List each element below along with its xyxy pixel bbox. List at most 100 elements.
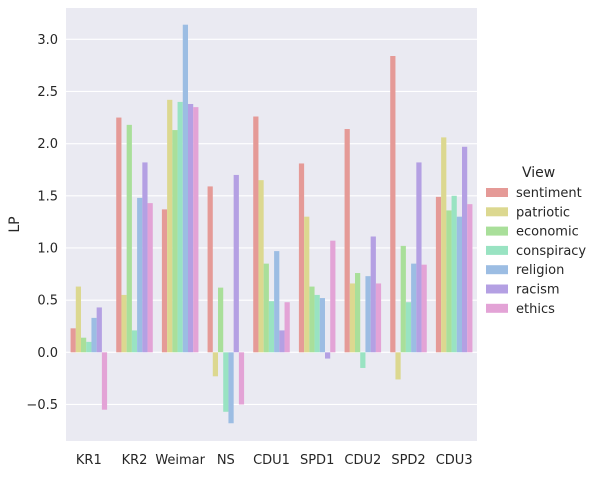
bar-racism-KR2 — [142, 162, 148, 353]
bar-conspiracy-CDU1 — [268, 301, 275, 353]
bar-patriotic-NS — [212, 352, 219, 377]
y-tick-label: 1.0 — [37, 241, 58, 256]
bar-patriotic-SPD1 — [304, 216, 310, 353]
x-tick-label: CDU2 — [344, 453, 381, 468]
legend-swatch — [486, 303, 508, 313]
legend: View sentiment patriotic economic conspiracy… — [486, 165, 586, 317]
plot-background — [66, 8, 477, 441]
legend-label: racism — [516, 283, 560, 298]
bar-religion-SPD1 — [319, 298, 325, 353]
bar-ethics-KR1 — [101, 352, 108, 410]
bar-sentiment-KR2 — [116, 117, 122, 353]
bar-patriotic-CDU3 — [441, 137, 447, 353]
bar-patriotic-CDU1 — [258, 180, 264, 353]
bar-economic-KR1 — [81, 337, 87, 353]
x-tick-label: SPD1 — [300, 453, 334, 468]
bar-conspiracy-CDU2 — [360, 352, 366, 368]
y-tick-label: −0.5 — [26, 398, 58, 413]
bar-economic-Weimar — [172, 130, 178, 353]
bar-religion-NS — [228, 352, 234, 424]
legend-swatch — [486, 226, 508, 236]
bar-sentiment-SPD1 — [298, 163, 305, 353]
bar-patriotic-Weimar — [167, 99, 173, 353]
bar-patriotic-CDU2 — [349, 283, 356, 353]
bar-racism-CDU2 — [370, 236, 376, 353]
bar-ethics-SPD2 — [421, 264, 427, 353]
bar-conspiracy-KR2 — [131, 330, 138, 353]
bar-economic-KR2 — [126, 124, 132, 353]
y-tick-label: 3.0 — [37, 33, 58, 48]
legend-swatch — [486, 207, 508, 217]
x-tick-label: Weimar — [155, 453, 205, 468]
bar-sentiment-KR1 — [70, 328, 76, 353]
bar-religion-CDU1 — [274, 251, 280, 353]
bar-economic-NS — [218, 287, 224, 353]
bar-ethics-CDU2 — [375, 283, 382, 353]
bar-religion-Weimar — [182, 24, 188, 353]
bar-religion-CDU3 — [456, 216, 462, 353]
x-tick-label: NS — [217, 453, 235, 468]
y-tick-label: 2.5 — [37, 85, 58, 100]
bar-patriotic-KR2 — [121, 294, 127, 353]
bar-conspiracy-Weimar — [177, 101, 183, 353]
bar-religion-KR1 — [91, 317, 97, 353]
x-tick-label: KR1 — [76, 453, 102, 468]
bar-sentiment-SPD2 — [390, 55, 396, 353]
axes: −0.5 0.0 0.5 1.0 1.5 2.0 2.5 3.0 KR1 KR2 Weimar NS C… — [7, 33, 473, 468]
legend-swatch — [486, 284, 508, 294]
legend-title: View — [522, 165, 555, 181]
bar-sentiment-Weimar — [161, 209, 168, 353]
bar-conspiracy-NS — [223, 352, 229, 412]
bar-sentiment-CDU1 — [253, 116, 259, 353]
legend-label: conspiracy — [516, 244, 586, 259]
legend-swatch — [486, 245, 508, 255]
bar-religion-CDU2 — [365, 276, 371, 353]
bar-economic-CDU3 — [446, 210, 452, 353]
bar-patriotic-SPD2 — [395, 352, 401, 380]
y-axis-label: LP — [7, 216, 23, 232]
legend-label: ethics — [516, 302, 555, 317]
bar-economic-CDU1 — [263, 263, 269, 353]
legend-swatch — [486, 265, 508, 275]
bar-ethics-NS — [238, 352, 245, 405]
bar-sentiment-NS — [207, 186, 213, 353]
legend-label: religion — [516, 263, 564, 278]
x-tick-label: CDU1 — [253, 453, 290, 468]
legend-label: economic — [516, 225, 579, 240]
legend-label: sentiment — [516, 186, 582, 201]
bar-economic-SPD1 — [309, 286, 315, 353]
bar-racism-CDU3 — [461, 146, 468, 353]
x-tick-label: KR2 — [122, 453, 148, 468]
bar-economic-SPD2 — [400, 245, 406, 353]
bar-racism-SPD2 — [416, 162, 422, 353]
bar-racism-NS — [233, 174, 239, 353]
plot-area — [66, 8, 477, 441]
bar-ethics-CDU1 — [284, 302, 290, 353]
x-tick-label: SPD2 — [391, 453, 425, 468]
y-tick-label: 0.0 — [37, 346, 58, 361]
bar-ethics-KR2 — [147, 203, 153, 353]
bar-sentiment-CDU3 — [435, 196, 442, 353]
bar-ethics-SPD1 — [330, 240, 336, 353]
bar-ethics-CDU3 — [467, 204, 473, 353]
bar-ethics-Weimar — [193, 107, 199, 353]
bar-conspiracy-SPD1 — [314, 294, 320, 353]
bar-economic-CDU2 — [355, 273, 361, 353]
bar-religion-KR2 — [137, 197, 143, 353]
legend-label: patriotic — [516, 205, 570, 220]
bar-conspiracy-SPD2 — [405, 302, 412, 353]
bar-sentiment-CDU2 — [344, 129, 350, 353]
bar-racism-SPD1 — [324, 352, 331, 359]
y-tick-label: 1.5 — [37, 189, 58, 204]
bar-racism-KR1 — [96, 307, 102, 353]
bar-racism-Weimar — [187, 103, 194, 353]
y-tick-label: 0.5 — [37, 294, 58, 309]
legend-swatch — [486, 188, 508, 197]
bar-conspiracy-CDU3 — [451, 195, 457, 353]
bar-patriotic-KR1 — [75, 286, 82, 353]
x-tick-label: CDU3 — [436, 453, 473, 468]
bar-conspiracy-KR1 — [86, 341, 92, 353]
y-tick-label: 2.0 — [37, 137, 58, 152]
